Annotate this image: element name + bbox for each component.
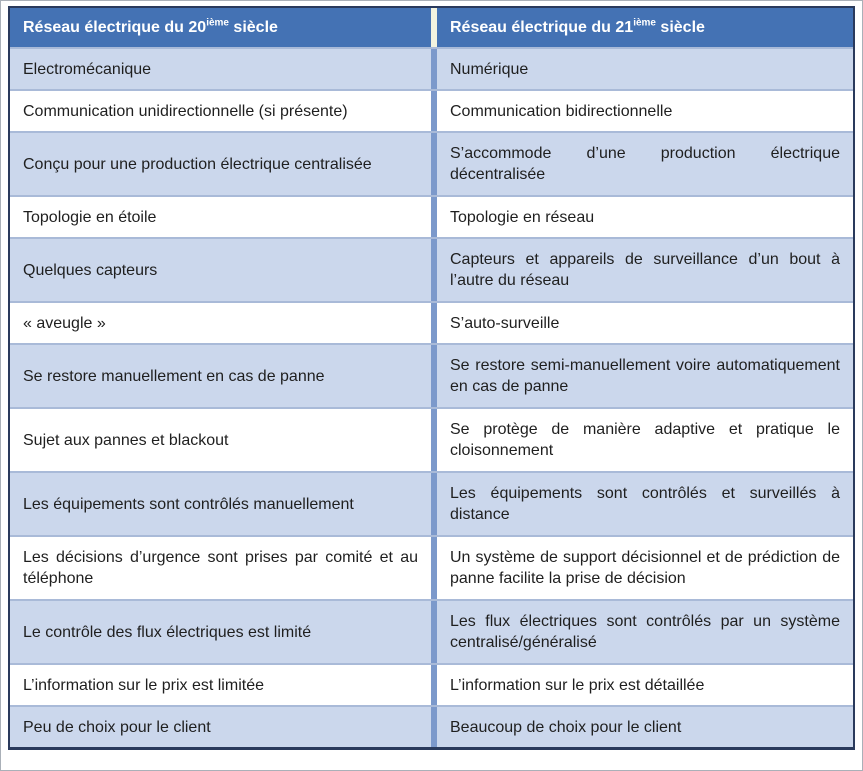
cell-text: Le contrôle des flux électriques est lim… — [23, 623, 312, 641]
table-cell-right: Communication bidirectionnelle — [431, 91, 853, 131]
table-row: Conçu pour une production électrique cen… — [10, 131, 853, 195]
table-cell-left: Quelques capteurs — [10, 239, 431, 301]
cell-text: Se restore manuellement en cas de panne — [23, 367, 325, 385]
table-cell-left: Sujet aux pannes et blackout — [10, 409, 431, 471]
header-cell-20th-century: Réseau électrique du 20ième siècle — [10, 8, 431, 47]
table-cell-right: Se protège de manière adaptive et pratiq… — [431, 409, 853, 471]
table-cell-right: Capteurs et appareils de surveillance d’… — [431, 239, 853, 301]
table-row: Communication unidirectionnelle (si prés… — [10, 89, 853, 131]
table-cell-left: Topologie en étoile — [10, 197, 431, 237]
header-21st-text: Réseau électrique du 21 — [450, 19, 634, 36]
table-cell-left: Conçu pour une production électrique cen… — [10, 133, 431, 195]
table-row: Sujet aux pannes et blackout Se protège … — [10, 407, 853, 471]
table-cell-left: Les décisions d’urgence sont prises par … — [10, 537, 431, 599]
table-cell-left: Les équipements sont contrôlés manuellem… — [10, 473, 431, 535]
table-row: Quelques capteurs Capteurs et appareils … — [10, 237, 853, 301]
table-cell-right: Un système de support décisionnel et de … — [431, 537, 853, 599]
table-cell-left: Le contrôle des flux électriques est lim… — [10, 601, 431, 663]
table-cell-right: L’information sur le prix est détaillée — [431, 665, 853, 705]
cell-text: Capteurs et appareils de surveillance d’… — [450, 251, 840, 289]
table-row: L’information sur le prix est limitée L’… — [10, 663, 853, 705]
table-cell-right: Beaucoup de choix pour le client — [431, 707, 853, 747]
cell-text: Les équipements sont contrôlés manuellem… — [23, 495, 354, 513]
table-cell-right: Les équipements sont contrôlés et survei… — [431, 473, 853, 535]
table-cell-left: Se restore manuellement en cas de panne — [10, 345, 431, 407]
header-label-20th: Réseau électrique du 20ième siècle — [23, 17, 418, 38]
header-20th-suffix: siècle — [228, 19, 278, 36]
cell-text: « aveugle » — [23, 314, 106, 332]
header-20th-text: Réseau électrique du 20 — [23, 19, 207, 36]
cell-text: Communication bidirectionnelle — [450, 102, 673, 120]
table-row: Se restore manuellement en cas de panne … — [10, 343, 853, 407]
cell-text: Les flux électriques sont contrôlés par … — [450, 613, 840, 651]
cell-text: Les équipements sont contrôlés et survei… — [450, 485, 840, 523]
header-21st-superscript: ième — [633, 17, 656, 29]
table-cell-left: L’information sur le prix est limitée — [10, 665, 431, 705]
cell-text: Beaucoup de choix pour le client — [450, 718, 682, 736]
table-row: Topologie en étoile Topologie en réseau — [10, 195, 853, 237]
table-cell-left: Communication unidirectionnelle (si prés… — [10, 91, 431, 131]
table-cell-right: S’accommode d’une production électrique … — [431, 133, 853, 195]
table-cell-right: Numérique — [431, 49, 853, 89]
cell-text: Topologie en étoile — [23, 208, 157, 226]
table-row: Le contrôle des flux électriques est lim… — [10, 599, 853, 663]
cell-text: Electromécanique — [23, 60, 152, 78]
table-row: Les équipements sont contrôlés manuellem… — [10, 471, 853, 535]
cell-text: Se restore semi-manuellement voire autom… — [450, 357, 840, 395]
table-cell-left: Peu de choix pour le client — [10, 707, 431, 747]
table-cell-right: Topologie en réseau — [431, 197, 853, 237]
cell-text: L’information sur le prix est limitée — [23, 676, 264, 694]
table-cell-left: « aveugle » — [10, 303, 431, 343]
cell-text: Sujet aux pannes et blackout — [23, 431, 229, 449]
cell-text: Communication unidirectionnelle (si prés… — [23, 102, 348, 120]
table-header-row: Réseau électrique du 20ième siècle Résea… — [10, 8, 853, 47]
table-cell-right: S’auto-surveille — [431, 303, 853, 343]
header-20th-superscript: ième — [206, 17, 229, 29]
cell-text: Quelques capteurs — [23, 261, 158, 279]
comparison-table: Réseau électrique du 20ième siècle Résea… — [8, 6, 855, 750]
cell-text: Conçu pour une production électrique cen… — [23, 155, 372, 173]
cell-text: S’accommode d’une production électrique … — [450, 145, 840, 183]
table-row: Les décisions d’urgence sont prises par … — [10, 535, 853, 599]
table-cell-right: Les flux électriques sont contrôlés par … — [431, 601, 853, 663]
table-row: Electromécanique Numérique — [10, 47, 853, 89]
cell-text: Numérique — [450, 60, 529, 78]
cell-text: Topologie en réseau — [450, 208, 595, 226]
table-row: Peu de choix pour le client Beaucoup de … — [10, 705, 853, 747]
cell-text: Les décisions d’urgence sont prises par … — [23, 549, 418, 587]
cell-text: L’information sur le prix est détaillée — [450, 676, 705, 694]
cell-text: Peu de choix pour le client — [23, 718, 211, 736]
table-cell-right: Se restore semi-manuellement voire autom… — [431, 345, 853, 407]
cell-text: Se protège de manière adaptive et pratiq… — [450, 421, 840, 459]
header-cell-21st-century: Réseau électrique du 21ième siècle — [431, 8, 853, 47]
header-label-21st: Réseau électrique du 21ième siècle — [450, 17, 840, 38]
cell-text: Un système de support décisionnel et de … — [450, 549, 840, 587]
cell-text: S’auto-surveille — [450, 314, 560, 332]
header-21st-suffix: siècle — [655, 19, 705, 36]
table-cell-left: Electromécanique — [10, 49, 431, 89]
table-row: « aveugle » S’auto-surveille — [10, 301, 853, 343]
